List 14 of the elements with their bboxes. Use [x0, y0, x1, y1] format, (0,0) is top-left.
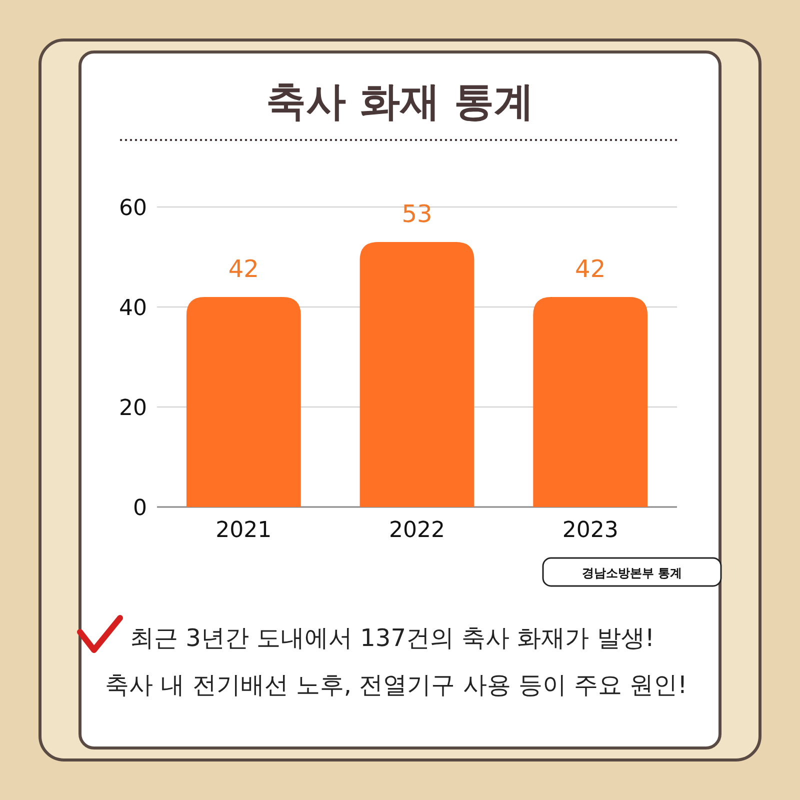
data-label: 53: [402, 200, 432, 228]
y-tick-label: 40: [119, 296, 147, 321]
y-tick-label: 20: [119, 396, 147, 421]
y-tick-label: 60: [119, 196, 147, 221]
text: 최근 3년간 도내에서 137건의 축사 화재가 발생!: [130, 624, 654, 652]
text: 축사 내 전기배선 노후, 전열기구 사용 등이 주요 원인!: [105, 671, 688, 699]
x-tick-label: 2023: [562, 518, 618, 543]
chart-title: 축사 화재 통계: [266, 79, 534, 125]
x-tick-label: 2022: [389, 518, 445, 543]
text: 경남소방본부 통계: [582, 566, 682, 580]
y-tick-label: 0: [133, 496, 147, 521]
data-label: 42: [575, 255, 606, 283]
data-label: 42: [228, 255, 259, 283]
x-tick-label: 2021: [216, 518, 272, 543]
